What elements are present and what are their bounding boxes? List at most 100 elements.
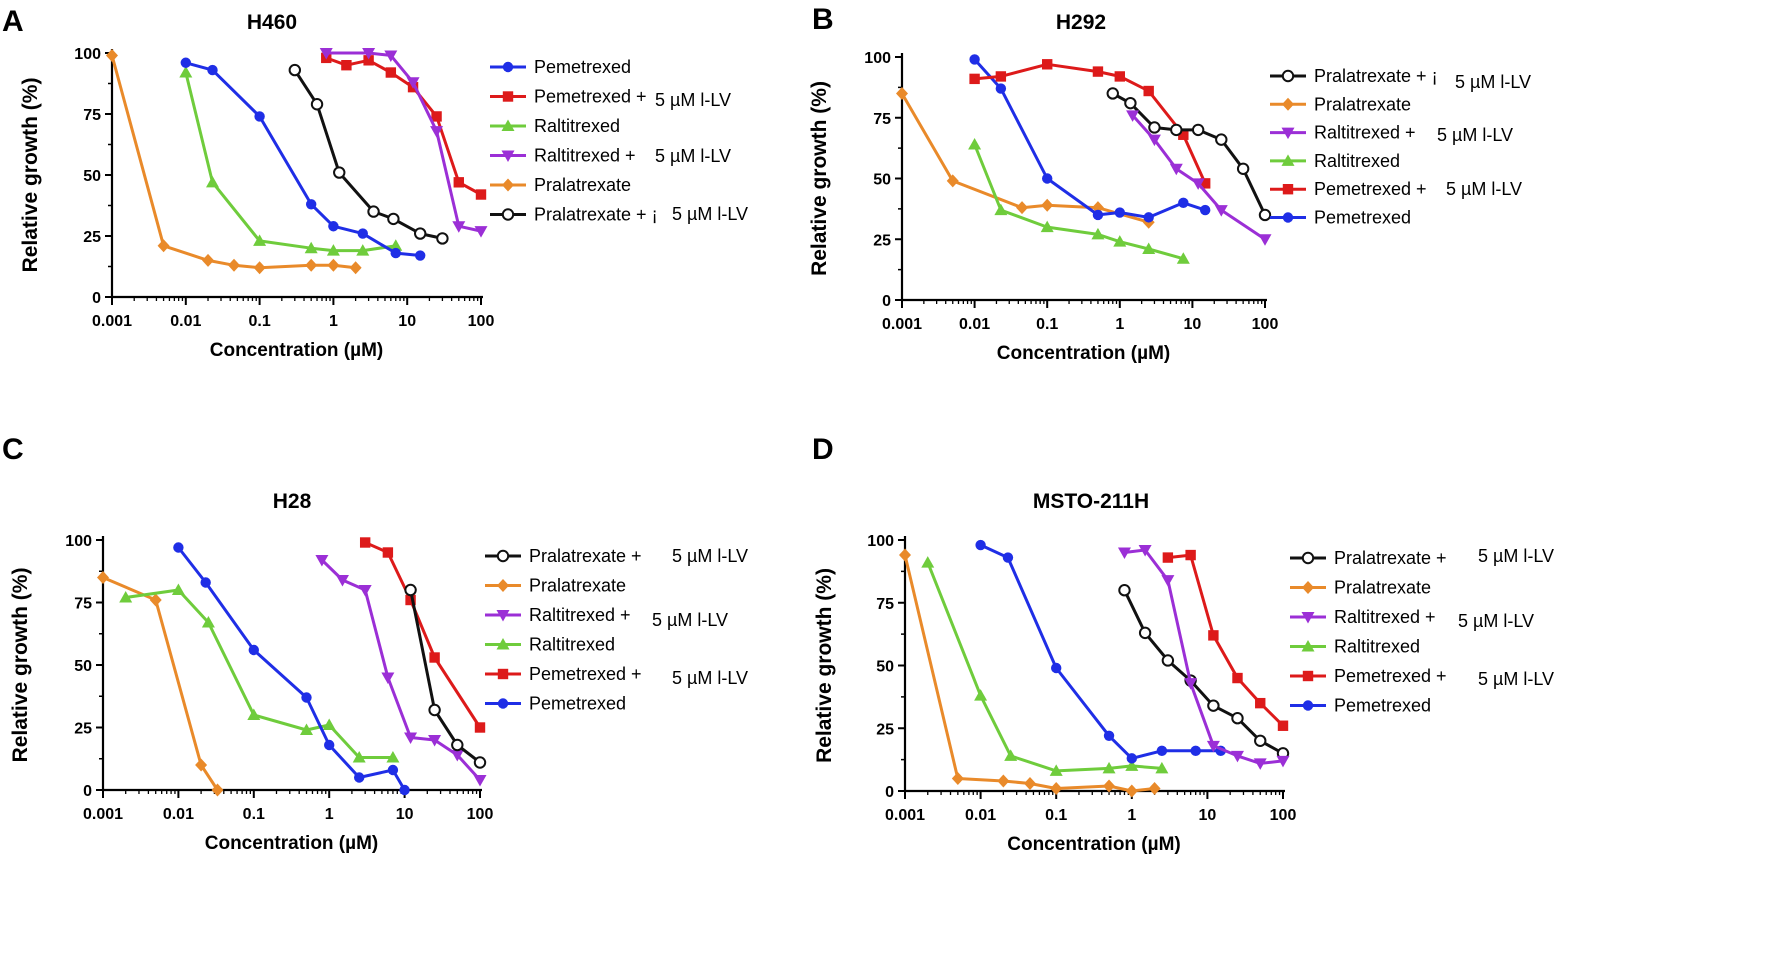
y-tick-label: 25 xyxy=(74,721,92,738)
legend-marker xyxy=(1281,69,1295,83)
y-tick-label: 75 xyxy=(83,107,101,124)
data-point xyxy=(450,750,464,762)
data-point xyxy=(1231,712,1244,725)
data-point xyxy=(1155,761,1169,774)
data-point xyxy=(1016,201,1029,215)
data-point xyxy=(1258,234,1272,246)
axes xyxy=(900,53,1267,302)
series-line xyxy=(184,72,397,253)
legend-marker xyxy=(501,150,515,162)
y-tick-label: 100 xyxy=(864,50,891,67)
series-raltitrexed_lv xyxy=(319,48,488,238)
data-point xyxy=(404,732,418,744)
legend-item: Pralatrexate + ¡ 5 µM l-LV xyxy=(490,204,748,225)
x-tick-label: 0.01 xyxy=(965,807,996,824)
data-point xyxy=(322,718,336,730)
legend-label: Pemetrexed xyxy=(529,694,626,714)
data-point xyxy=(389,239,403,251)
data-point xyxy=(921,556,935,568)
series-pralatrexate_lv xyxy=(1106,87,1272,222)
legend-suffix: 5 µM l-LV xyxy=(672,668,748,688)
legend-suffix: 5 µM l-LV xyxy=(1446,179,1522,199)
y-tick-label: 0 xyxy=(885,784,894,801)
data-point xyxy=(319,48,333,60)
legend-marker xyxy=(1282,97,1294,111)
data-point xyxy=(1199,178,1211,189)
data-point xyxy=(474,226,488,238)
legend-suffix: 5 µM l-LV xyxy=(672,204,748,224)
data-point xyxy=(200,577,211,588)
data-point xyxy=(354,772,365,783)
data-point xyxy=(386,751,400,763)
data-point xyxy=(254,111,265,122)
data-point xyxy=(969,73,980,85)
data-point xyxy=(405,594,416,606)
data-point xyxy=(1125,784,1138,798)
legend-marker xyxy=(1301,551,1315,565)
data-point xyxy=(359,537,371,548)
data-point xyxy=(473,775,487,787)
legend: Pralatrexate + ¡ 5 µM l-LV Pralatrexate Ral… xyxy=(1270,66,1531,228)
x-tick-label: 0.1 xyxy=(248,313,270,330)
legend-label: Pralatrexate xyxy=(1334,578,1431,598)
x-tick-label: 1 xyxy=(325,806,334,823)
data-point xyxy=(1148,781,1161,795)
y-tick-label: 100 xyxy=(74,46,101,63)
data-point xyxy=(363,55,374,66)
data-point xyxy=(1091,227,1105,240)
legend-label: Pemetrexed xyxy=(1314,208,1411,228)
y-tick-label: 100 xyxy=(867,533,894,550)
y-tick-label: 75 xyxy=(74,596,92,613)
legend-label: Pralatrexate + ¡ xyxy=(534,205,658,225)
panel-A: A H460 0 25 50 75 100 0.001 0.01 0.1 1 10 100 Concent… xyxy=(2,5,748,361)
panel-D: D MSTO-211H 0 25 50 75 100 0.001 0.01 0.1 1 10 100 Co… xyxy=(812,433,1554,855)
data-point xyxy=(1118,584,1131,597)
data-point xyxy=(1147,134,1161,147)
legend-item: Raltitrexed xyxy=(1270,151,1400,171)
series-line xyxy=(979,543,1221,760)
data-point xyxy=(429,652,440,663)
legend-item: Pemetrexed + 5 µM l-LV xyxy=(485,664,748,688)
data-point xyxy=(1206,740,1220,753)
series-pralatrexate xyxy=(896,86,1155,229)
data-point xyxy=(228,258,241,272)
axes xyxy=(110,49,483,299)
legend-suffix: 5 µM l-LV xyxy=(672,546,748,566)
x-tick-label: 0.001 xyxy=(885,807,925,824)
data-point xyxy=(288,63,302,77)
data-point xyxy=(1002,552,1014,563)
legend-label: Pemetrexed + xyxy=(1334,666,1447,686)
legend-label: Pralatrexate xyxy=(1314,94,1411,114)
data-point xyxy=(453,177,464,188)
data-point xyxy=(1126,110,1140,122)
data-point xyxy=(1042,173,1053,184)
series-line xyxy=(325,56,482,196)
data-point xyxy=(381,672,395,684)
legend-marker xyxy=(502,178,514,192)
data-point xyxy=(1191,178,1205,190)
data-point xyxy=(969,54,980,65)
legend-label: Raltitrexed + xyxy=(529,605,631,625)
data-point xyxy=(1156,745,1168,757)
legend-item: Raltitrexed xyxy=(485,635,615,655)
legend-marker xyxy=(497,579,509,592)
series-line xyxy=(125,588,393,759)
x-tick-label: 10 xyxy=(396,806,414,823)
legend-item: Pralatrexate + 5 µM l-LV xyxy=(1290,546,1554,568)
data-point xyxy=(179,66,193,78)
data-point xyxy=(1185,549,1196,561)
series-raltitrexed_lv xyxy=(1126,110,1272,246)
chart-title: H28 xyxy=(273,490,312,513)
x-tick-label: 0.01 xyxy=(170,313,201,330)
series-pralatrexate xyxy=(106,48,362,275)
data-point xyxy=(946,174,959,188)
legend-item: Pralatrexate xyxy=(1290,578,1431,598)
series-line xyxy=(110,55,356,270)
data-point xyxy=(382,547,394,558)
data-point xyxy=(1117,547,1131,560)
panel-letter: A xyxy=(2,5,24,38)
x-tick-label: 0.01 xyxy=(163,806,194,823)
data-point xyxy=(253,234,267,246)
y-tick-label: 75 xyxy=(873,111,891,128)
x-axis-label: Concentration (µM) xyxy=(205,833,379,854)
